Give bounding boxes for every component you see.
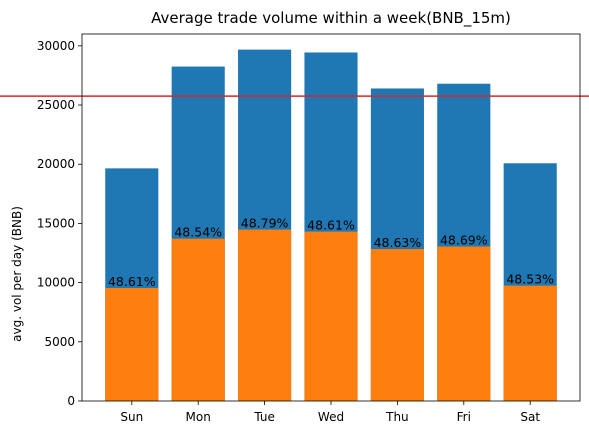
y-tick-label: 30000 — [37, 39, 75, 53]
plot-area: 48.61% 48.54% 48.79% 48.61% 48.63% 48.69% 48.5… — [0, 33, 589, 424]
y-axis-label: avg. vol per day (BNB) — [10, 206, 24, 342]
x-tick-label: Fri — [457, 410, 471, 424]
x-tick-label: Wed — [318, 410, 344, 424]
data-label-sun: 48.61% — [108, 274, 156, 289]
data-label-mon: 48.54% — [174, 225, 222, 240]
data-label-sat: 48.53% — [506, 272, 554, 287]
bar-thu-series-2 — [370, 248, 424, 401]
x-tick-label: Mon — [186, 410, 211, 424]
x-tick-label: Thu — [385, 410, 409, 424]
data-label-thu: 48.63% — [374, 235, 422, 250]
x-tick-label: Sun — [120, 410, 143, 424]
bar-tue-series-2 — [238, 229, 292, 401]
x-tick-label: Sat — [520, 410, 540, 424]
y-tick-label: 0 — [67, 394, 75, 408]
y-tick-label: 20000 — [37, 157, 75, 171]
data-label-fri: 48.69% — [440, 233, 488, 248]
y-tick-label: 10000 — [37, 276, 75, 290]
y-tick-label: 15000 — [37, 216, 75, 230]
bar-fri-series-2 — [437, 246, 491, 401]
data-label-tue: 48.79% — [241, 216, 289, 231]
data-label-wed: 48.61% — [307, 218, 355, 233]
y-tick-label: 25000 — [37, 98, 75, 112]
x-tick-label: Tue — [253, 410, 275, 424]
bar-wed-series-2 — [304, 231, 358, 401]
bar-sun-series-2 — [105, 287, 159, 401]
chart-title: Average trade volume within a week(BNB_1… — [151, 9, 511, 28]
bar-mon-series-2 — [171, 238, 225, 401]
y-tick-label: 5000 — [44, 335, 75, 349]
bar-sat-series-2 — [503, 285, 557, 401]
